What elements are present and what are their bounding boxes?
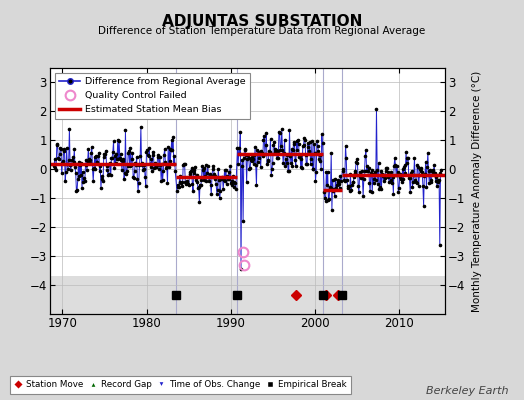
Legend: Difference from Regional Average, Quality Control Failed, Estimated Station Mean: Difference from Regional Average, Qualit… — [54, 73, 250, 119]
Legend: Station Move, Record Gap, Time of Obs. Change, Empirical Break: Station Move, Record Gap, Time of Obs. C… — [9, 376, 351, 394]
Text: Difference of Station Temperature Data from Regional Average: Difference of Station Temperature Data f… — [99, 26, 425, 36]
Text: Berkeley Earth: Berkeley Earth — [426, 386, 508, 396]
Y-axis label: Monthly Temperature Anomaly Difference (°C): Monthly Temperature Anomaly Difference (… — [473, 70, 483, 312]
FancyBboxPatch shape — [50, 276, 445, 314]
Text: ADJUNTAS SUBSTATION: ADJUNTAS SUBSTATION — [162, 14, 362, 29]
